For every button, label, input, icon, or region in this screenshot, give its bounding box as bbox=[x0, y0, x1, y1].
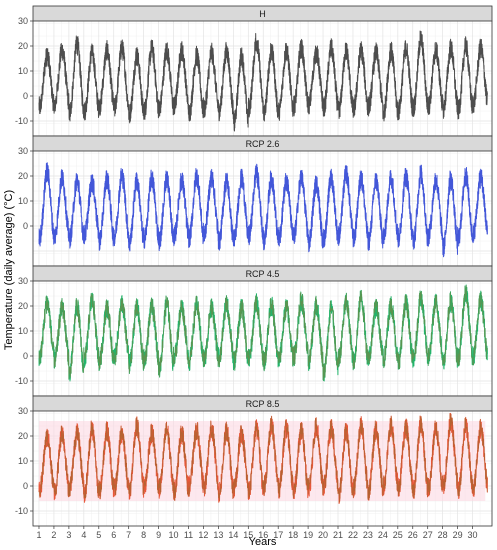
x-tick-label: 10 bbox=[169, 530, 179, 540]
x-tick-label: 23 bbox=[363, 530, 373, 540]
y-tick-label: 20 bbox=[18, 431, 28, 441]
panel-background bbox=[33, 281, 492, 396]
x-tick-label: 19 bbox=[303, 530, 313, 540]
series-overlay-line bbox=[38, 284, 488, 381]
x-tick-label: 30 bbox=[468, 530, 478, 540]
x-tick-label: 5 bbox=[96, 530, 101, 540]
x-tick-label: 8 bbox=[141, 530, 146, 540]
y-tick-label: 30 bbox=[18, 146, 28, 156]
x-tick-label: 20 bbox=[318, 530, 328, 540]
x-tick-label: 28 bbox=[438, 530, 448, 540]
y-axis-title: Temperature (daily average) (°C) bbox=[3, 190, 15, 350]
x-tick-label: 18 bbox=[288, 530, 298, 540]
x-tick-label: 21 bbox=[333, 530, 343, 540]
x-tick-label: 1 bbox=[36, 530, 41, 540]
y-tick-label: 10 bbox=[18, 66, 28, 76]
y-tick-label: 10 bbox=[18, 456, 28, 466]
y-tick-label: 20 bbox=[18, 171, 28, 181]
x-tick-label: 13 bbox=[213, 530, 223, 540]
x-tick-label: 12 bbox=[198, 530, 208, 540]
facet-title: RCP 4.5 bbox=[246, 269, 280, 279]
x-tick-label: 6 bbox=[111, 530, 116, 540]
x-tick-label: 9 bbox=[156, 530, 161, 540]
y-tick-label: 30 bbox=[18, 406, 28, 416]
x-tick-label: 3 bbox=[66, 530, 71, 540]
y-tick-label: 0 bbox=[23, 221, 28, 231]
y-tick-label: -10 bbox=[15, 116, 28, 126]
x-tick-label: 11 bbox=[184, 530, 193, 540]
series-line bbox=[38, 30, 488, 132]
x-tick-label: 16 bbox=[258, 530, 268, 540]
facet-panel: H -10 0 10 20 30 bbox=[15, 5, 493, 137]
x-tick-label: 25 bbox=[393, 530, 403, 540]
x-tick-label: 26 bbox=[408, 530, 418, 540]
x-tick-label: 7 bbox=[126, 530, 131, 540]
x-tick-label: 14 bbox=[228, 530, 238, 540]
y-tick-label: 0 bbox=[23, 351, 28, 361]
facet-panel: RCP 2.6 0 10 20 30 bbox=[18, 135, 493, 267]
x-tick-label: 27 bbox=[423, 530, 433, 540]
facet-title: RCP 8.5 bbox=[246, 399, 280, 409]
x-tick-label: 29 bbox=[453, 530, 463, 540]
facet-title: H bbox=[259, 9, 266, 19]
y-tick-label: 30 bbox=[18, 276, 28, 286]
x-tick-label: 22 bbox=[348, 530, 358, 540]
y-tick-label: 10 bbox=[18, 196, 28, 206]
facet-panel: RCP 8.5 -10 0 10 20 30 bbox=[15, 395, 493, 527]
x-tick-label: 15 bbox=[243, 530, 253, 540]
series-line bbox=[38, 162, 488, 258]
x-tick-label: 24 bbox=[378, 530, 388, 540]
y-tick-label: 20 bbox=[18, 301, 28, 311]
y-tick-label: 20 bbox=[18, 41, 28, 51]
x-axis-title: Years bbox=[249, 536, 277, 548]
panel-background bbox=[33, 21, 492, 136]
x-tick-label: 17 bbox=[273, 530, 283, 540]
x-tick-label: 4 bbox=[81, 530, 86, 540]
y-tick-label: 10 bbox=[18, 326, 28, 336]
series-overlay-line bbox=[38, 413, 488, 503]
facet-panel: RCP 4.5 -10 0 10 20 30 bbox=[15, 265, 493, 397]
y-tick-label: 0 bbox=[23, 481, 28, 491]
y-tick-label: -10 bbox=[15, 376, 28, 386]
facet-title: RCP 2.6 bbox=[246, 139, 280, 149]
y-tick-label: -10 bbox=[15, 506, 28, 516]
panel-background bbox=[33, 151, 492, 266]
panel-border bbox=[32, 410, 493, 527]
y-tick-label: 0 bbox=[23, 91, 28, 101]
y-tick-label: 30 bbox=[18, 16, 28, 26]
x-tick-label: 2 bbox=[51, 530, 56, 540]
